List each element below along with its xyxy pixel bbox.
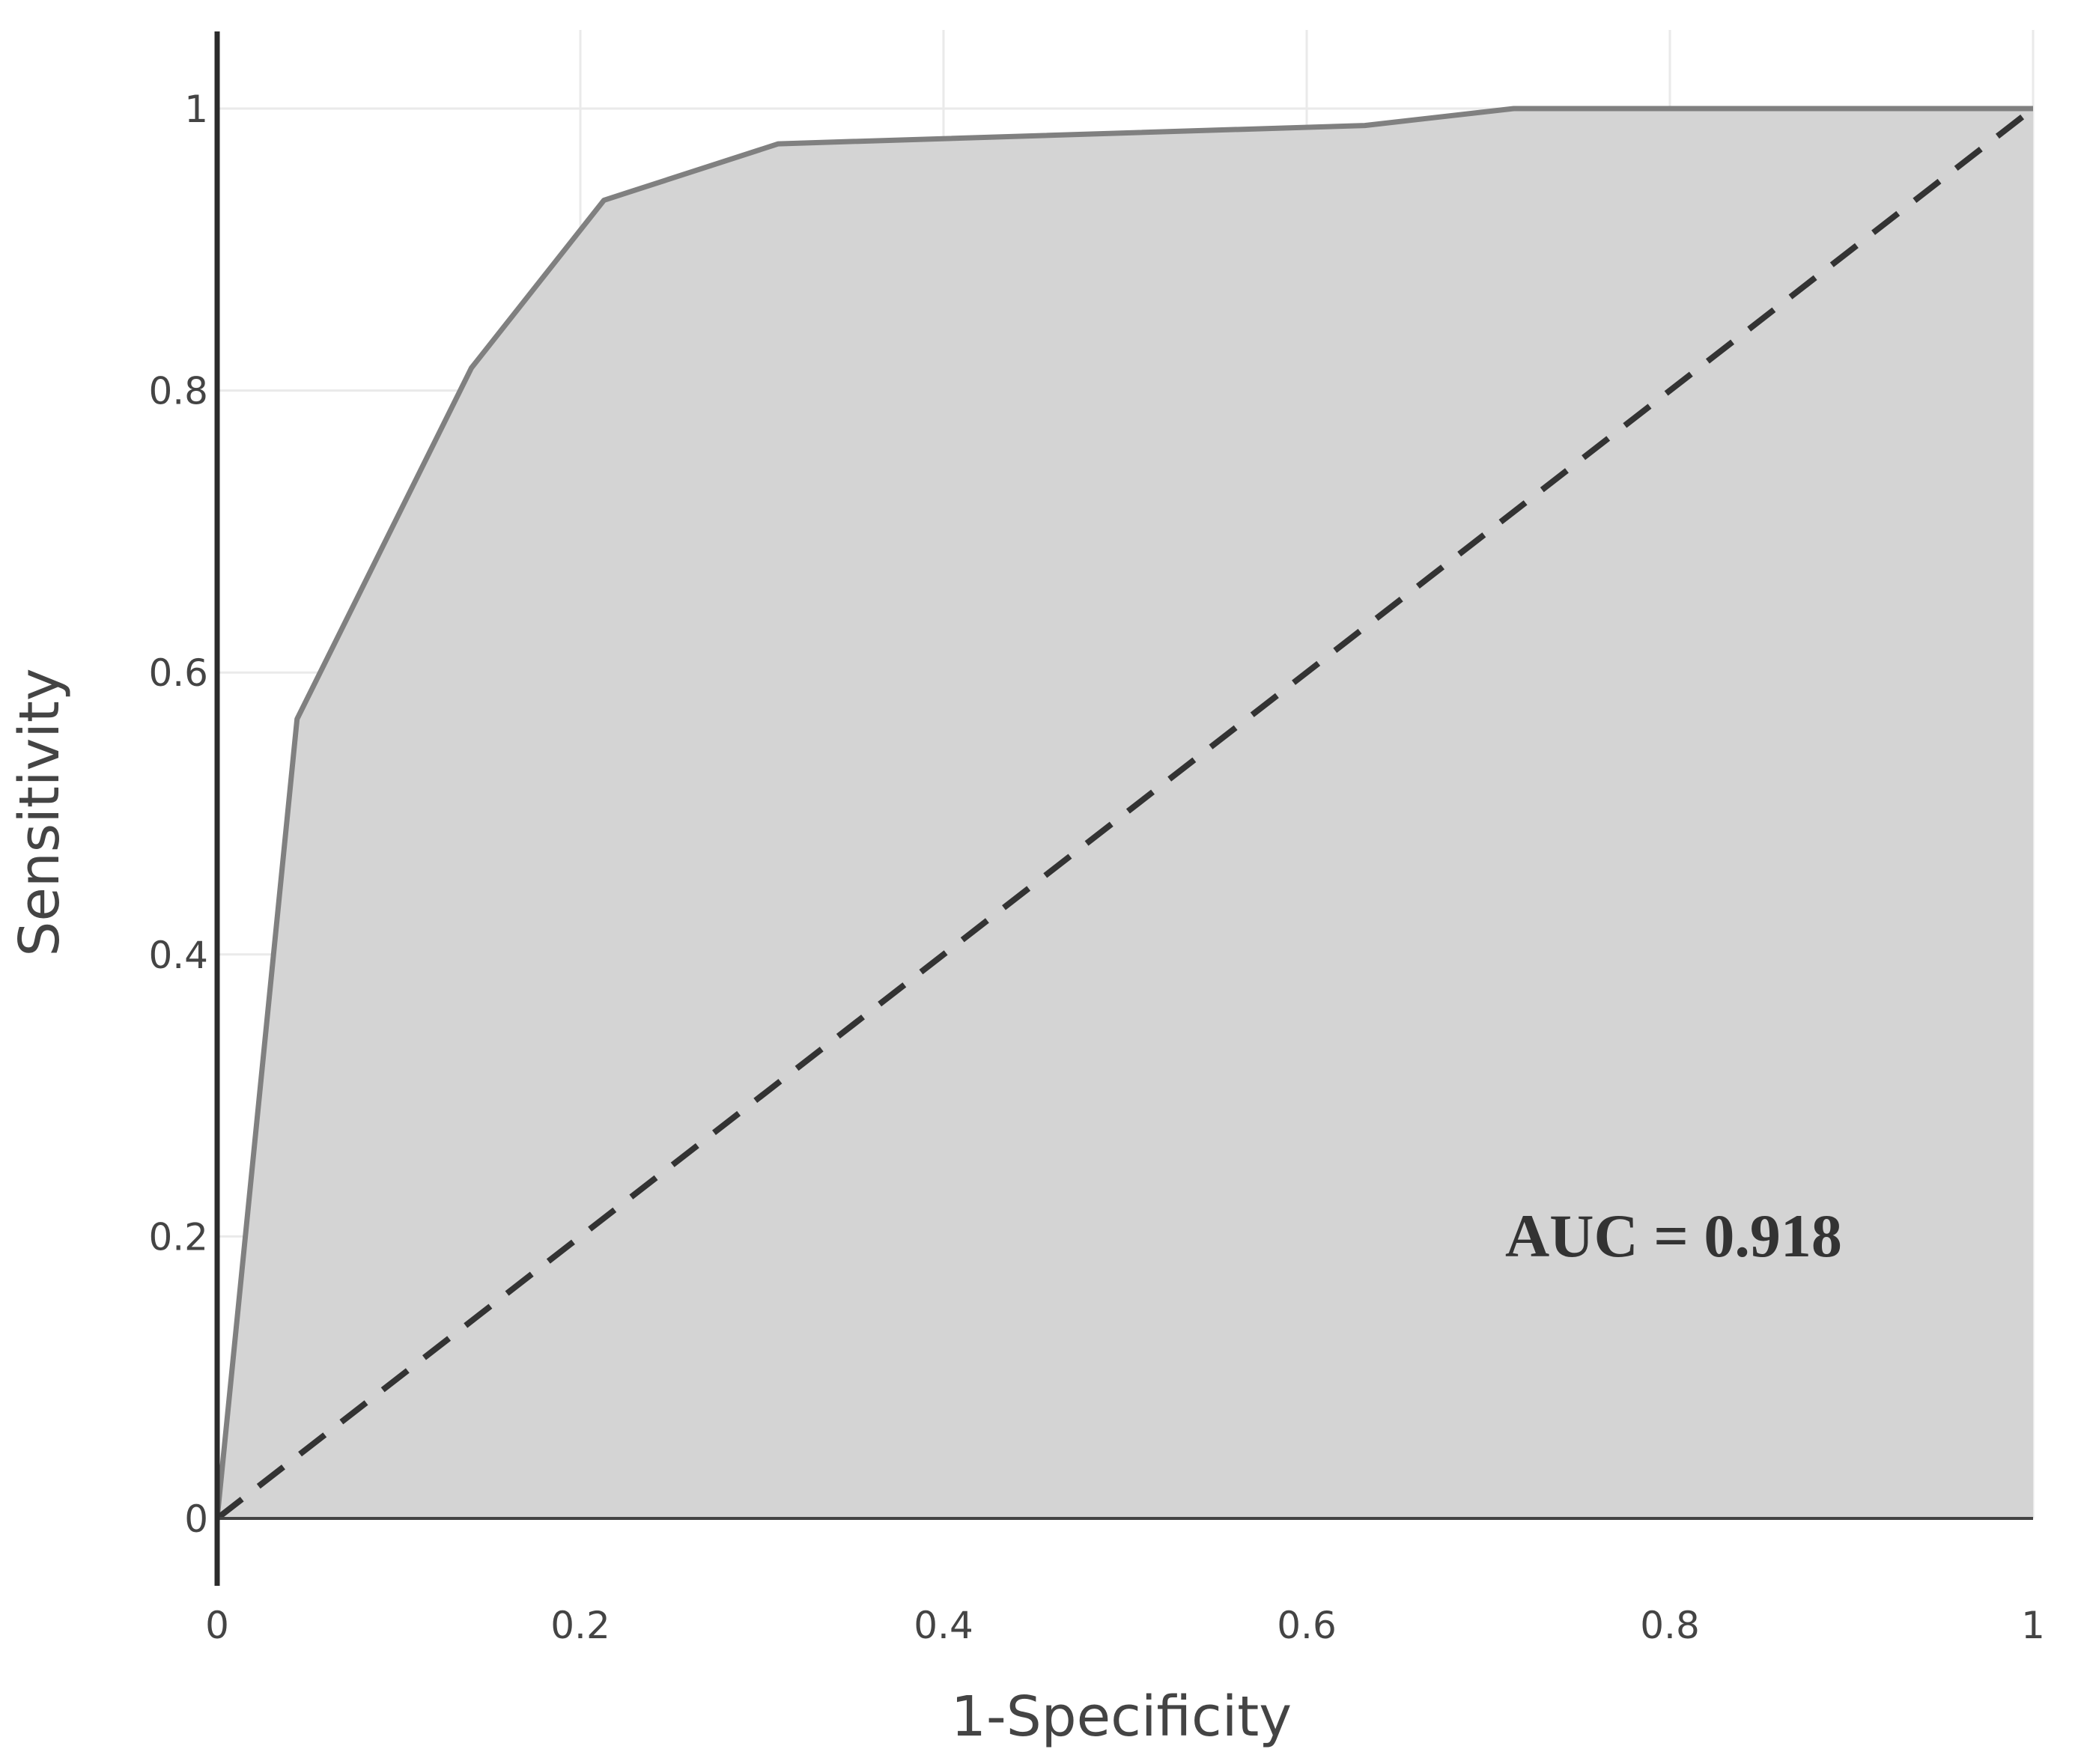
x-tick-label-1: 0.2	[550, 1604, 610, 1647]
roc-curve-line	[214, 106, 2033, 1519]
x-axis-title: 1-Specificity	[951, 1685, 1292, 1749]
x-tick-label-0: 0	[205, 1604, 229, 1647]
roc-area-fill	[217, 109, 2033, 1518]
x-tick-labels: 0 0.2 0.4 0.6 0.8 1	[205, 1604, 2045, 1647]
y-tick-label-5: 1	[184, 88, 208, 131]
y-tick-label-0: 0	[184, 1497, 208, 1541]
reference-diagonal-line	[215, 106, 2035, 1521]
x-tick-label-4: 0.8	[1640, 1604, 1700, 1647]
x-tick-label-3: 0.6	[1277, 1604, 1337, 1647]
y-tick-label-3: 0.6	[148, 651, 208, 695]
y-tick-label-2: 0.4	[148, 934, 208, 977]
y-tick-label-4: 0.8	[148, 370, 208, 413]
x-tick-label-2: 0.4	[914, 1604, 973, 1647]
auc-annotation: AUC = 0.918	[1505, 1202, 1842, 1270]
y-tick-label-1: 0.2	[148, 1215, 208, 1259]
y-axis-title: Sensitivity	[7, 668, 72, 956]
x-tick-label-5: 1	[2021, 1604, 2045, 1647]
y-tick-labels: 0 0.2 0.4 0.6 0.8 1	[148, 88, 208, 1541]
